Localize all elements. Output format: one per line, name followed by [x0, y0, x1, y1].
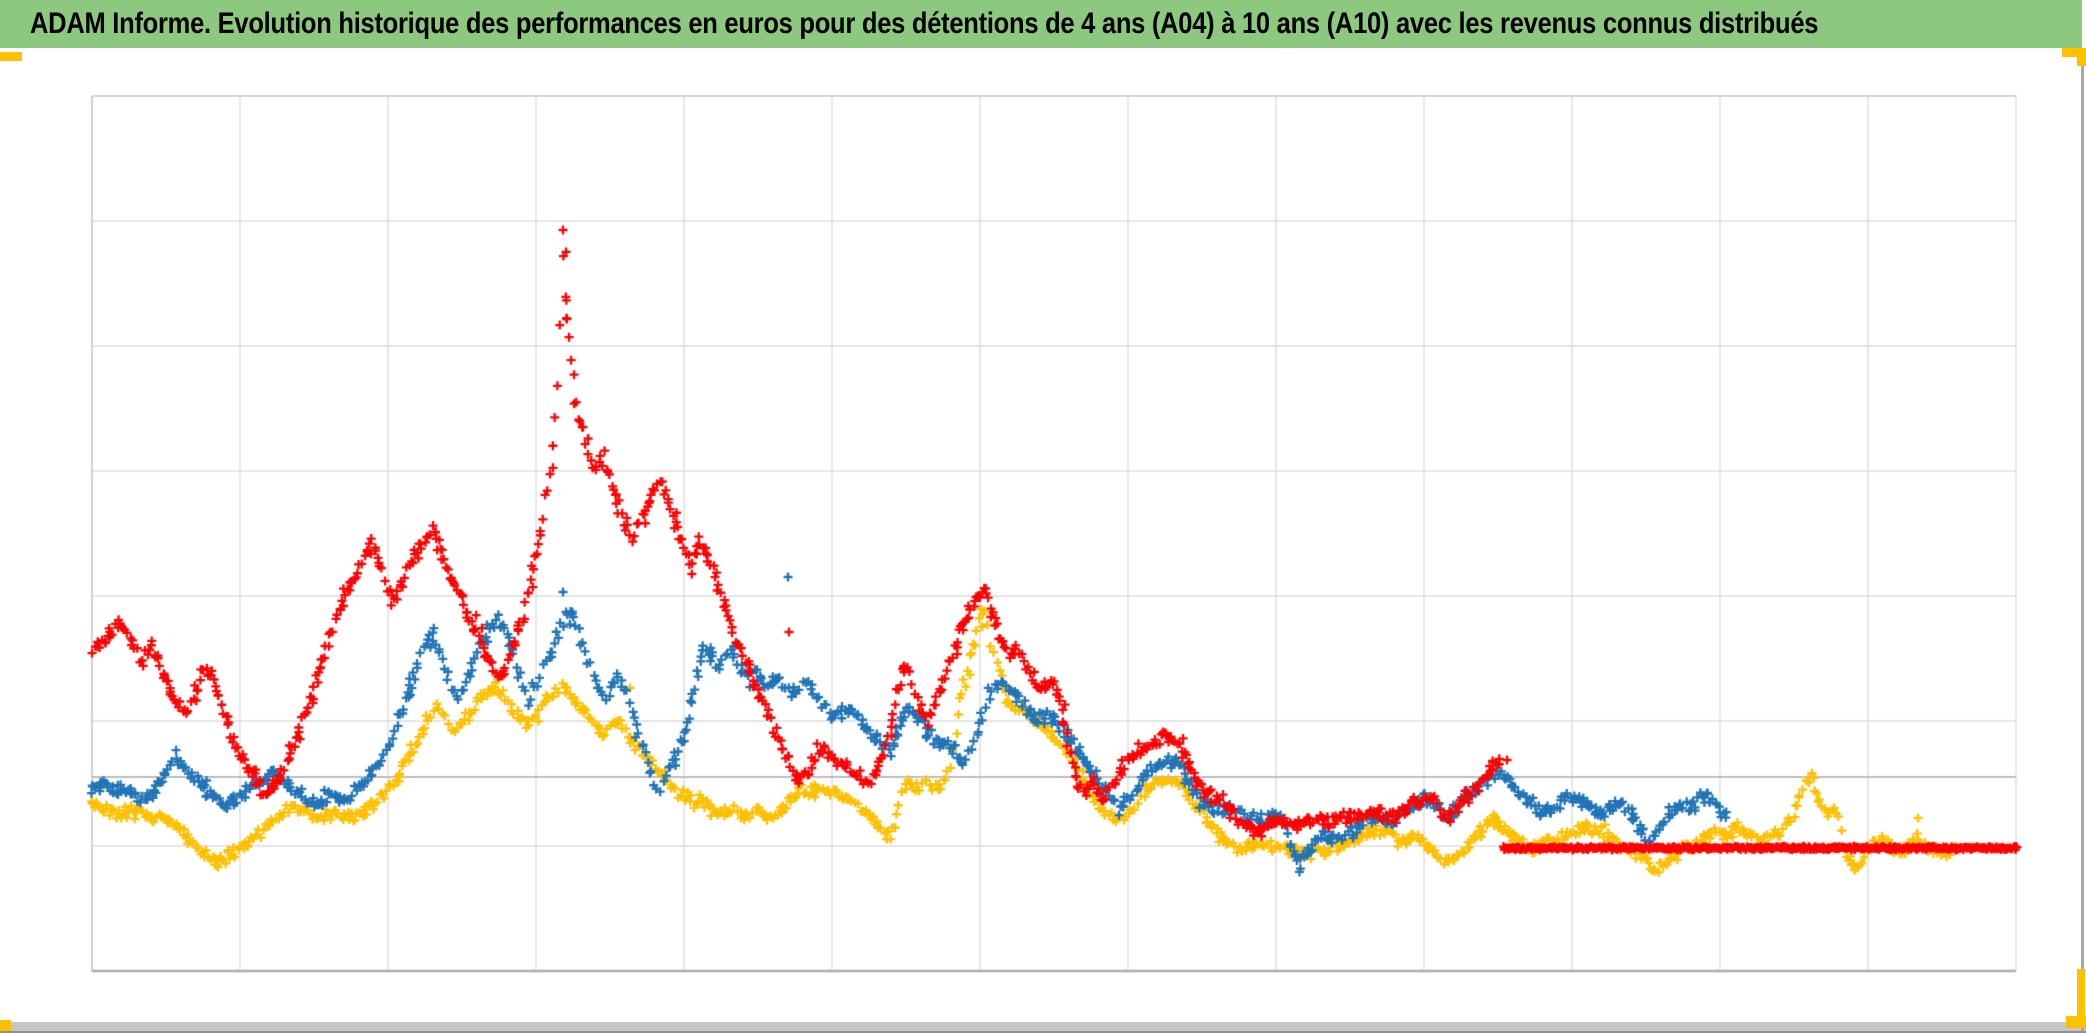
yellow-accent-bottom-left: [0, 1020, 11, 1031]
page-title: ADAM Informe. Evolution historique des p…: [30, 7, 1819, 40]
yellow-accent-bottom-right-blob: [2066, 1016, 2086, 1028]
window-right-edge: [2081, 48, 2084, 1031]
yellow-accent-top-left: [0, 52, 22, 61]
title-bar: ADAM Informe. Evolution historique des p…: [0, 0, 2082, 48]
bottom-status-bar: [0, 1022, 2086, 1033]
yellow-accent-bottom-right-strip: [2077, 969, 2085, 1025]
yellow-accent-top-right-vertical: [2077, 48, 2086, 66]
yellow-accent-top-right-horizontal: [2062, 48, 2086, 57]
